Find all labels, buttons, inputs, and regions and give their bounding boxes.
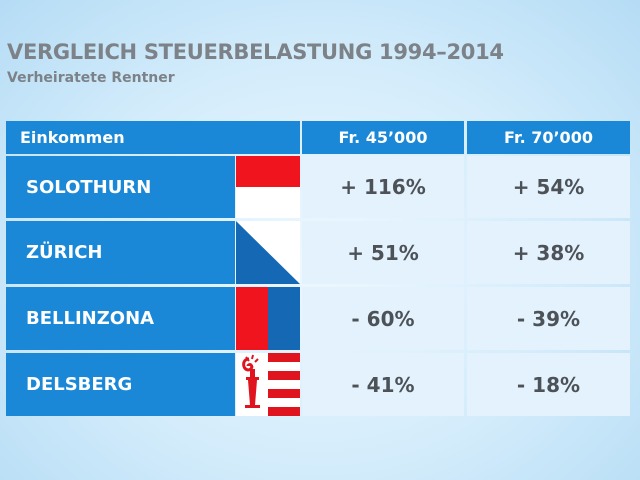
header-fr-70000: Fr. 70’000 (467, 121, 630, 154)
chart-title: VERGLEICH STEUERBELASTUNG 1994–2014 (7, 40, 504, 64)
header-income: Einkommen (6, 121, 300, 154)
value-bellinzona-45000: - 60% (302, 287, 464, 350)
header-fr-45000: Fr. 45’000 (302, 121, 464, 154)
chart-subtitle: Verheiratete Rentner (7, 70, 175, 86)
value-bellinzona-70000: - 39% (467, 287, 630, 350)
row-label-bellinzona: BELLINZONA (6, 287, 235, 350)
delsberg-flag-icon (236, 353, 300, 416)
zurich-flag-icon (236, 221, 300, 284)
solothurn-flag-icon (236, 156, 300, 218)
value-delsberg-70000: - 18% (467, 353, 630, 416)
value-delsberg-45000: - 41% (302, 353, 464, 416)
value-zurich-45000: + 51% (302, 221, 464, 284)
row-label-solothurn: SOLOTHURN (6, 156, 235, 218)
value-solothurn-45000: + 116% (302, 156, 464, 218)
bellinzona-flag-icon (236, 287, 300, 350)
value-zurich-70000: + 38% (467, 221, 630, 284)
row-label-zurich: ZÜRICH (6, 221, 235, 284)
row-label-delsberg: DELSBERG (6, 353, 235, 416)
value-solothurn-70000: + 54% (467, 156, 630, 218)
